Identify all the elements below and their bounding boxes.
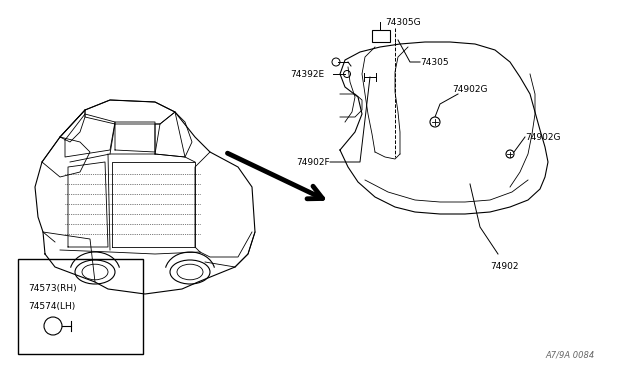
Text: 74392E: 74392E: [290, 70, 324, 78]
Text: 74574(LH): 74574(LH): [28, 302, 76, 311]
Text: A7/9A 0084: A7/9A 0084: [546, 351, 595, 360]
Text: 74902: 74902: [490, 262, 518, 271]
Text: 74902G: 74902G: [525, 132, 561, 141]
Text: 74305G: 74305G: [385, 18, 420, 27]
Text: 74902F: 74902F: [296, 157, 330, 167]
Polygon shape: [340, 42, 548, 214]
Text: 74305: 74305: [420, 58, 449, 67]
Text: 74902G: 74902G: [452, 85, 488, 94]
Circle shape: [506, 150, 514, 158]
Bar: [18, 259, 143, 354]
Bar: [372, 30, 390, 42]
Text: 74573(RH): 74573(RH): [28, 284, 77, 293]
Circle shape: [430, 117, 440, 127]
